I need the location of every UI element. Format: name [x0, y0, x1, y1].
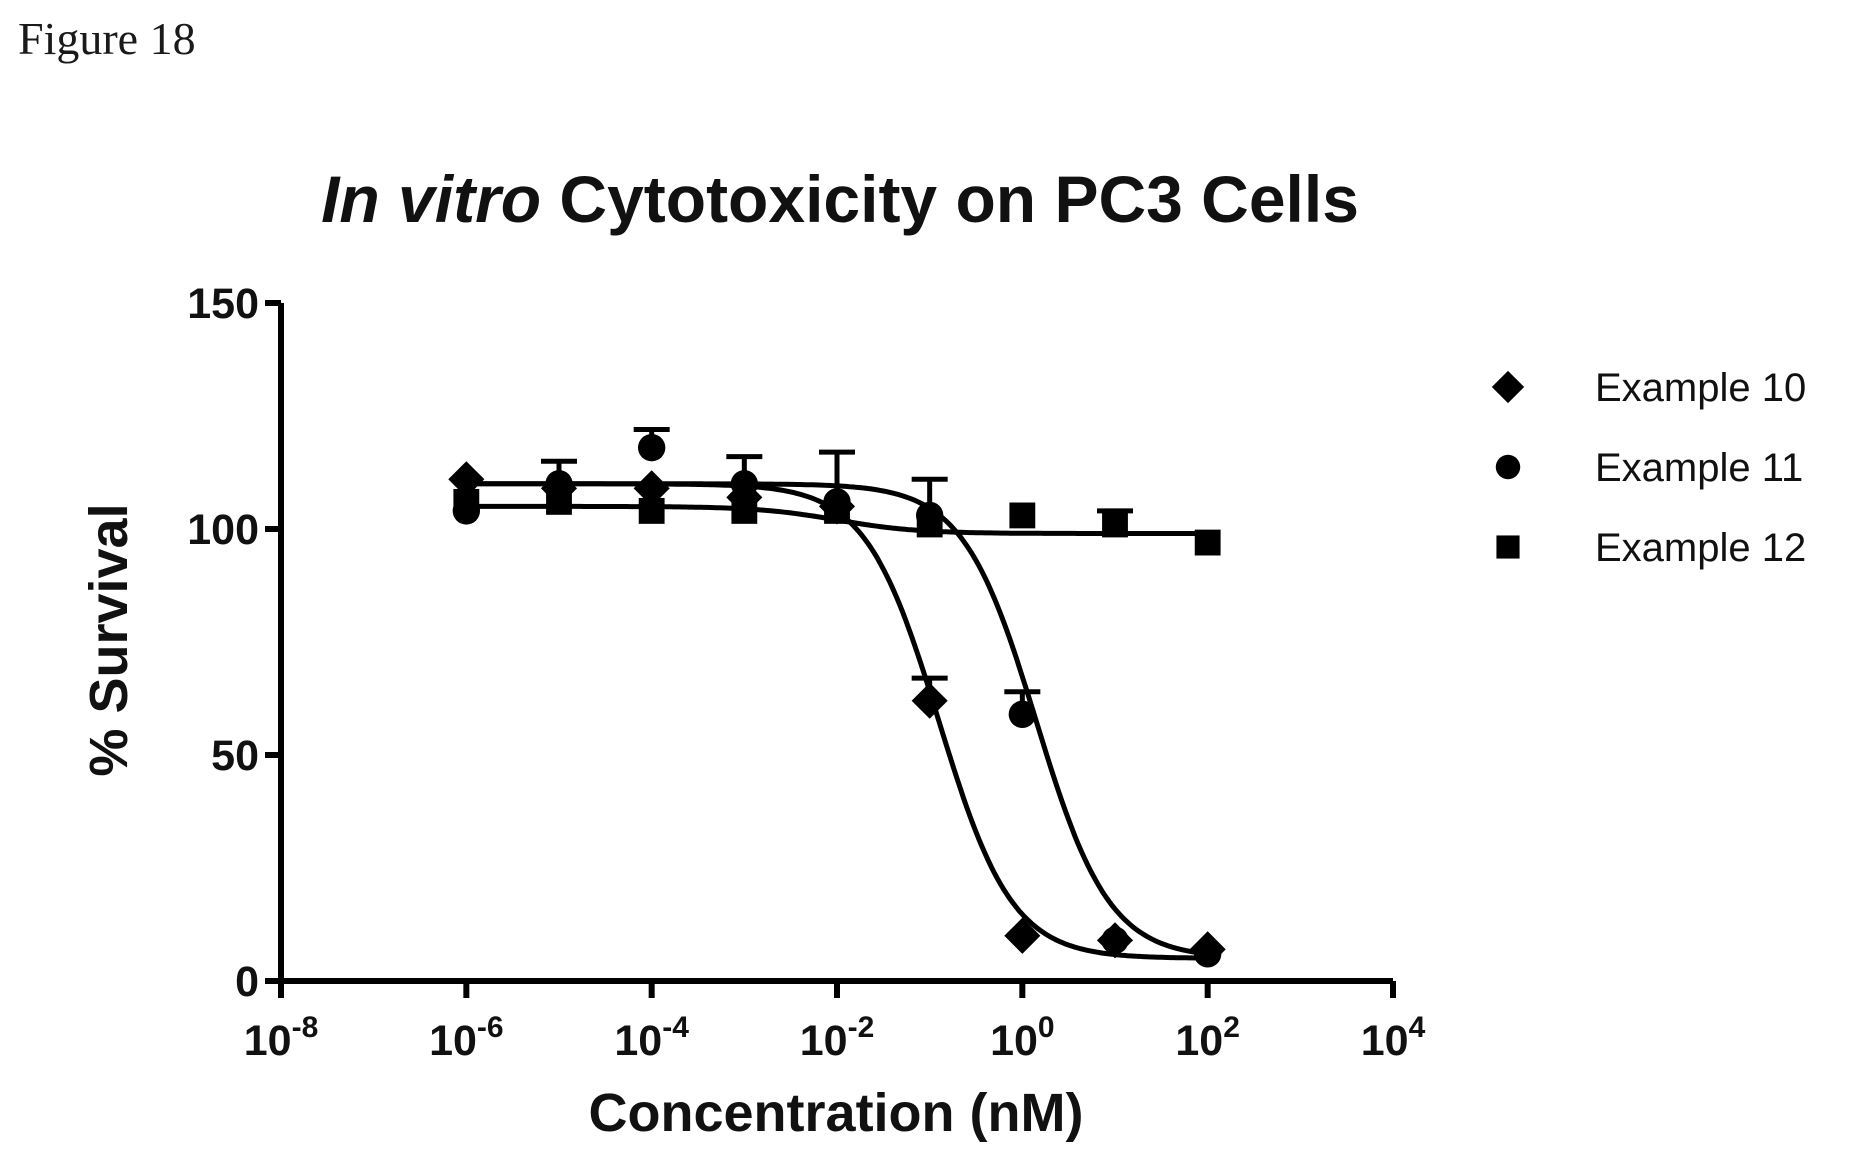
data-point-circle [1193, 940, 1222, 968]
data-point-circle [730, 470, 759, 498]
data-point-square [1102, 511, 1128, 538]
chart-title-part: Cytotoxicity on PC3 Cells [541, 162, 1359, 236]
x-axis-label: Concentration (nM) [589, 1083, 1084, 1143]
legend: Example 10 Example 11 Example 12 [1491, 366, 1806, 570]
data-point-circle [637, 433, 666, 462]
fit-curve [466, 481, 1209, 957]
x-tick-label-exponent: -8 [292, 1011, 319, 1044]
x-tick-label-base: 10 [429, 1017, 477, 1065]
legend-label: Example 12 [1595, 526, 1806, 570]
x-tick-label: 10-2 [800, 1011, 875, 1065]
x-tick-label-exponent: 0 [1038, 1011, 1055, 1044]
data-point-square [1194, 529, 1221, 556]
legend-marker-circle [1495, 454, 1521, 480]
chart-title: In vitro Cytotoxicity on PC3 Cells [321, 162, 1359, 236]
x-tick-label-base: 10 [244, 1017, 292, 1065]
data-point-circle [1101, 926, 1129, 954]
x-tick-label: 100 [990, 1011, 1055, 1065]
y-tick-label: 150 [187, 280, 259, 328]
legend-label: Example 11 [1595, 446, 1803, 490]
figure-label: Figure 18 [18, 13, 196, 64]
data-point-diamond [1004, 917, 1041, 954]
y-tick-label: 100 [187, 506, 259, 554]
y-tick-label: 0 [235, 958, 259, 1006]
x-tick-label: 104 [1361, 1011, 1426, 1065]
x-tick-label: 10-8 [244, 1011, 319, 1065]
data-points [448, 433, 1226, 968]
x-tick-label-base: 10 [1175, 1017, 1223, 1065]
x-tick-label-exponent: -4 [662, 1011, 689, 1044]
y-axis-label: % Survival [79, 503, 139, 776]
legend-marker-diamond [1491, 370, 1525, 404]
x-tick-label-base: 10 [614, 1017, 662, 1065]
x-tick-label-base: 10 [800, 1017, 848, 1065]
x-tick-label-exponent: -6 [477, 1011, 504, 1044]
legend-label: Example 10 [1595, 366, 1806, 410]
x-tick-label: 10-4 [614, 1011, 689, 1065]
legend-marker-square [1496, 535, 1520, 559]
fit-curves [466, 481, 1209, 961]
data-point-diamond [911, 682, 948, 719]
x-tick-label: 10-6 [429, 1011, 504, 1065]
data-point-circle [1008, 700, 1037, 728]
x-tick-label-exponent: 2 [1223, 1011, 1240, 1044]
y-tick-label: 50 [211, 732, 259, 780]
error-bars [541, 427, 1133, 715]
x-tick-label-base: 10 [1361, 1017, 1409, 1065]
data-point-square [1009, 502, 1036, 529]
data-point-square [546, 488, 572, 515]
data-point-square [916, 511, 943, 538]
x-tick-label: 102 [1175, 1011, 1240, 1065]
data-point-square [824, 498, 850, 524]
x-tick-label-exponent: -2 [848, 1011, 875, 1044]
data-point-square [453, 488, 480, 515]
fit-curve [466, 481, 1208, 961]
data-point-square [731, 498, 758, 524]
x-tick-label-base: 10 [990, 1017, 1038, 1065]
x-tick-label-exponent: 4 [1409, 1011, 1426, 1044]
chart-title-part: In vitro [321, 162, 541, 236]
data-point-diamond [448, 461, 485, 498]
data-point-diamond [633, 470, 670, 507]
data-point-square [638, 498, 665, 524]
